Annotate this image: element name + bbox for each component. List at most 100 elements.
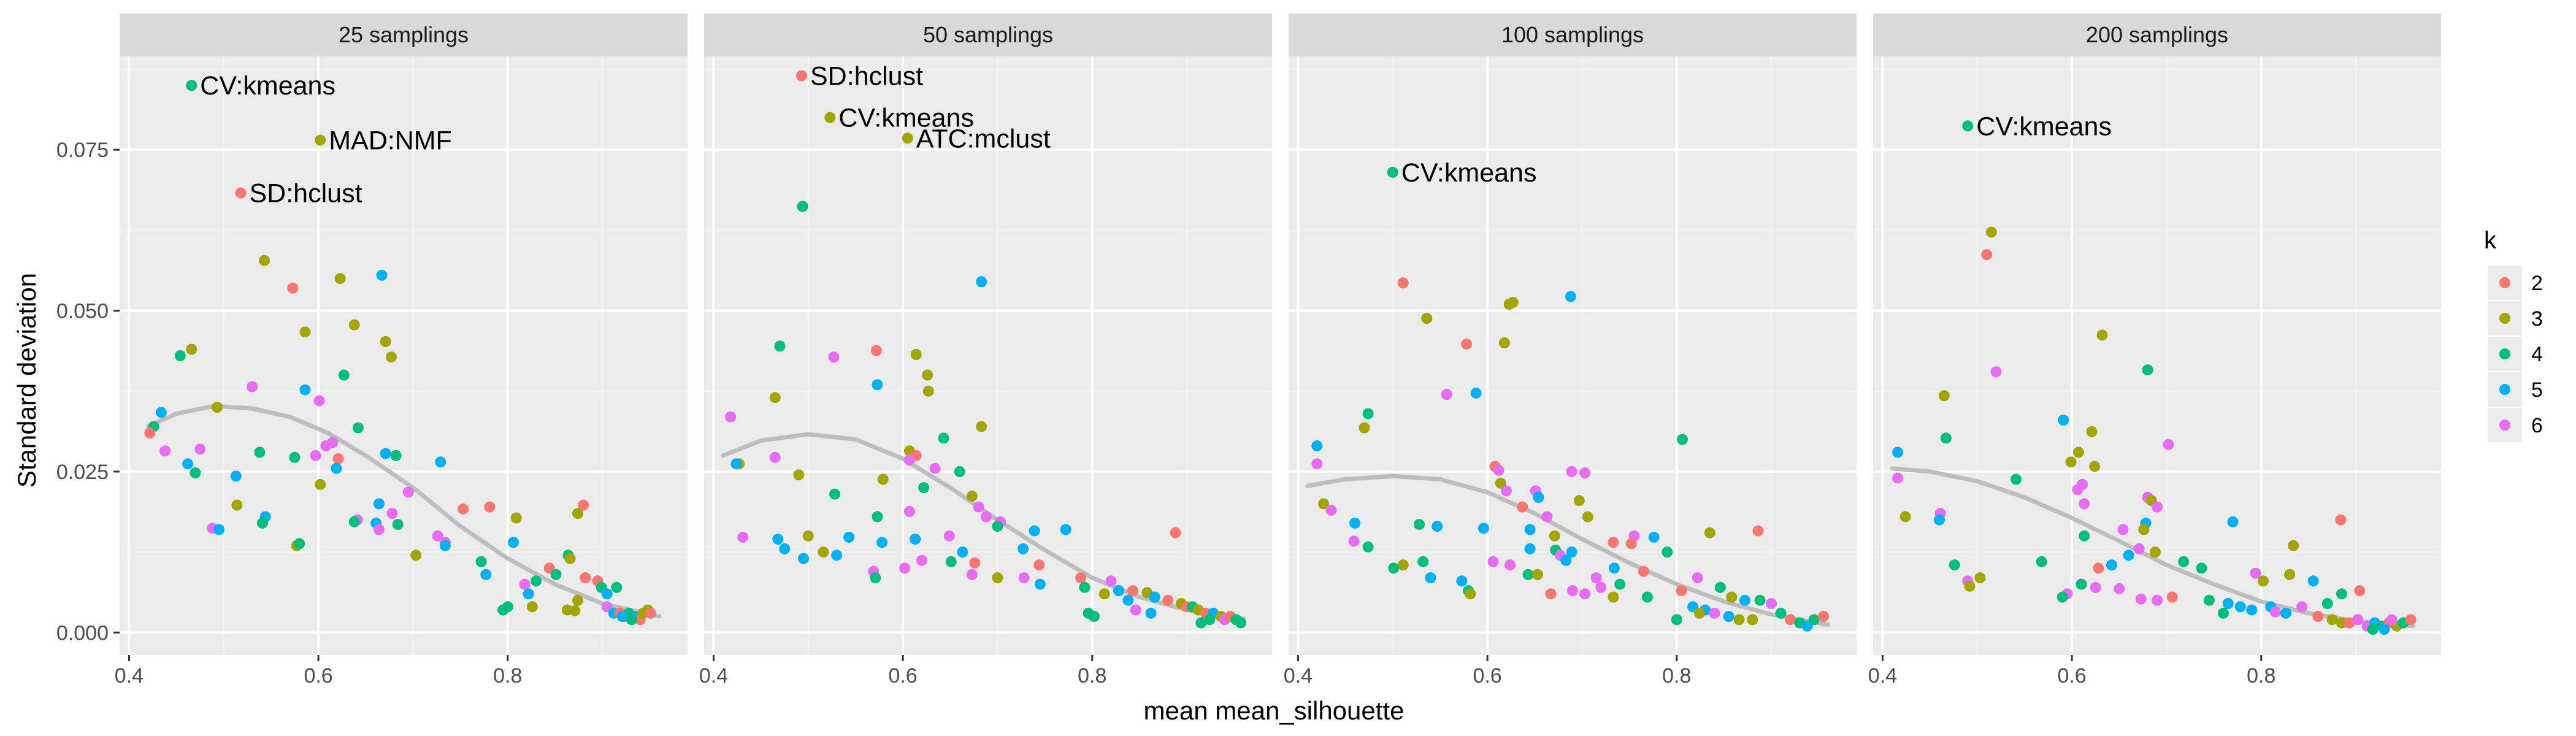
data-point bbox=[1195, 617, 1207, 629]
data-point bbox=[1397, 277, 1409, 289]
data-point bbox=[1709, 607, 1720, 619]
data-point bbox=[1808, 614, 1820, 626]
data-point bbox=[1325, 504, 1337, 516]
data-point bbox=[390, 450, 402, 461]
data-point bbox=[1566, 546, 1577, 558]
data-point bbox=[2218, 607, 2229, 619]
data-point bbox=[2086, 426, 2098, 437]
x-tick-label: 0.4 bbox=[1868, 664, 1897, 688]
data-point bbox=[1456, 575, 1468, 587]
data-point bbox=[1692, 572, 1703, 584]
data-point bbox=[194, 443, 206, 455]
data-point bbox=[769, 451, 781, 463]
data-point bbox=[294, 538, 305, 550]
data-point bbox=[730, 458, 742, 470]
data-point bbox=[2133, 543, 2145, 554]
data-point bbox=[1127, 585, 1139, 597]
data-point bbox=[922, 369, 933, 381]
data-point bbox=[338, 369, 350, 381]
data-point bbox=[458, 503, 469, 515]
data-point bbox=[626, 614, 637, 626]
data-point bbox=[1949, 559, 1960, 571]
data-point bbox=[1505, 559, 1516, 571]
data-point bbox=[1517, 501, 1528, 513]
data-point bbox=[1541, 511, 1553, 523]
data-point bbox=[802, 530, 814, 542]
data-point bbox=[1608, 591, 1619, 603]
data-point bbox=[376, 269, 388, 281]
data-point bbox=[1614, 578, 1626, 590]
data-point bbox=[877, 473, 889, 485]
data-point bbox=[2280, 607, 2291, 619]
data-point bbox=[1311, 440, 1323, 451]
data-point bbox=[903, 506, 915, 517]
data-point bbox=[1149, 591, 1160, 603]
data-point bbox=[1362, 541, 1374, 553]
data-point bbox=[824, 112, 836, 123]
data-point bbox=[910, 348, 922, 360]
data-point bbox=[793, 469, 805, 481]
data-point bbox=[976, 421, 987, 432]
legend-key-swatch bbox=[2499, 420, 2510, 431]
data-point bbox=[818, 546, 829, 558]
legend-key-swatch bbox=[2499, 348, 2510, 359]
data-point bbox=[2135, 593, 2147, 605]
panel-4: 200 samplings CV:kmeans 0.4 0.6 0.8 bbox=[1868, 13, 2441, 688]
data-point bbox=[313, 395, 325, 407]
data-point bbox=[385, 351, 397, 363]
data-point bbox=[779, 543, 791, 554]
data-point bbox=[1362, 408, 1374, 420]
data-point bbox=[254, 447, 266, 458]
data-point bbox=[945, 556, 957, 567]
x-tick-label: 0.8 bbox=[1078, 664, 1106, 688]
data-point bbox=[380, 335, 391, 347]
data-point bbox=[2090, 581, 2101, 593]
data-point bbox=[831, 550, 843, 561]
data-point bbox=[1348, 535, 1360, 547]
data-point bbox=[1033, 559, 1045, 571]
data-point bbox=[155, 407, 167, 418]
data-point bbox=[1204, 614, 1216, 626]
data-point bbox=[213, 524, 224, 535]
data-point bbox=[1018, 543, 1029, 554]
data-point bbox=[870, 572, 881, 584]
data-point bbox=[348, 319, 360, 331]
facet-strip-label: 50 samplings bbox=[923, 22, 1053, 47]
data-point bbox=[1318, 498, 1330, 510]
data-point bbox=[531, 575, 542, 587]
data-point bbox=[1704, 527, 1715, 539]
data-point bbox=[2114, 583, 2125, 594]
data-point bbox=[2117, 524, 2129, 535]
data-point bbox=[373, 524, 385, 535]
data-point bbox=[1560, 554, 1572, 566]
panel-3: 100 samplings CV:kmeans 0.4 0.6 0.8 bbox=[1284, 13, 1857, 688]
data-point bbox=[2149, 546, 2161, 558]
x-axis-title: mean mean_silhouette bbox=[1144, 696, 1405, 725]
data-point bbox=[1726, 591, 1738, 603]
data-point bbox=[315, 134, 326, 146]
data-point bbox=[645, 607, 656, 619]
data-point bbox=[737, 531, 749, 543]
data-point bbox=[1311, 458, 1323, 470]
data-point bbox=[182, 458, 194, 470]
data-point bbox=[2072, 447, 2084, 458]
legend-key-5: 5 bbox=[2486, 371, 2543, 408]
x-tick-label: 0.4 bbox=[1284, 664, 1313, 688]
data-point bbox=[843, 531, 855, 543]
smooth-trend-line bbox=[1305, 473, 1831, 627]
data-point bbox=[2227, 516, 2239, 527]
data-point bbox=[1414, 519, 1425, 530]
data-point bbox=[1349, 517, 1360, 529]
data-point bbox=[2386, 614, 2398, 626]
y-tick-label: 0.075 bbox=[56, 139, 109, 162]
data-point bbox=[1579, 467, 1591, 478]
x-tick-label: 0.6 bbox=[1473, 664, 1501, 688]
data-point bbox=[1818, 611, 1829, 622]
data-point bbox=[310, 450, 321, 461]
data-point bbox=[1122, 594, 1134, 606]
point-annotation: SD:hclust bbox=[810, 62, 923, 91]
data-point bbox=[2152, 594, 2163, 606]
data-point bbox=[903, 454, 915, 466]
